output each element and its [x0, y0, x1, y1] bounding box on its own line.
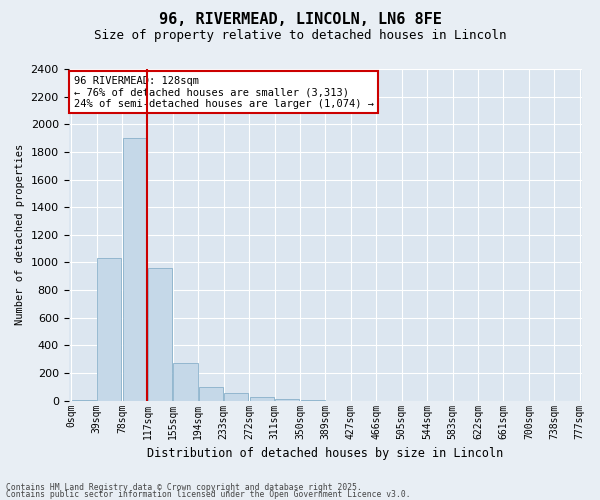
Text: Contains public sector information licensed under the Open Government Licence v3: Contains public sector information licen… [6, 490, 410, 499]
Bar [250, 397, 274, 400]
Y-axis label: Number of detached properties: Number of detached properties [15, 144, 25, 326]
Bar [122, 138, 147, 400]
Bar [97, 258, 121, 400]
Bar [199, 387, 223, 400]
Bar [173, 364, 197, 401]
Text: 96, RIVERMEAD, LINCOLN, LN6 8FE: 96, RIVERMEAD, LINCOLN, LN6 8FE [158, 12, 442, 26]
Text: Contains HM Land Registry data © Crown copyright and database right 2025.: Contains HM Land Registry data © Crown c… [6, 484, 362, 492]
Text: Size of property relative to detached houses in Lincoln: Size of property relative to detached ho… [94, 29, 506, 42]
Bar [148, 268, 172, 400]
Text: 96 RIVERMEAD: 128sqm
← 76% of detached houses are smaller (3,313)
24% of semi-de: 96 RIVERMEAD: 128sqm ← 76% of detached h… [74, 76, 374, 109]
X-axis label: Distribution of detached houses by size in Lincoln: Distribution of detached houses by size … [147, 447, 503, 460]
Bar [224, 393, 248, 400]
